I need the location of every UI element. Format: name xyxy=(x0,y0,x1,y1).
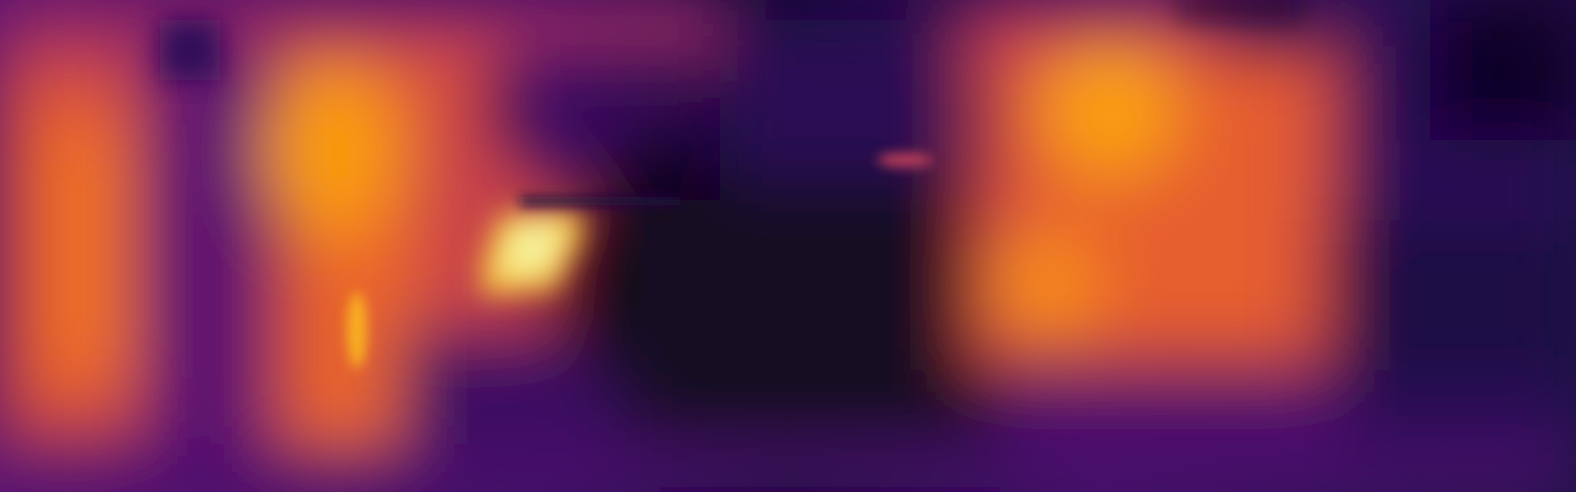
thin-streaks xyxy=(347,153,933,368)
edge-shadows xyxy=(160,0,1300,80)
bright-highlight xyxy=(480,210,585,295)
